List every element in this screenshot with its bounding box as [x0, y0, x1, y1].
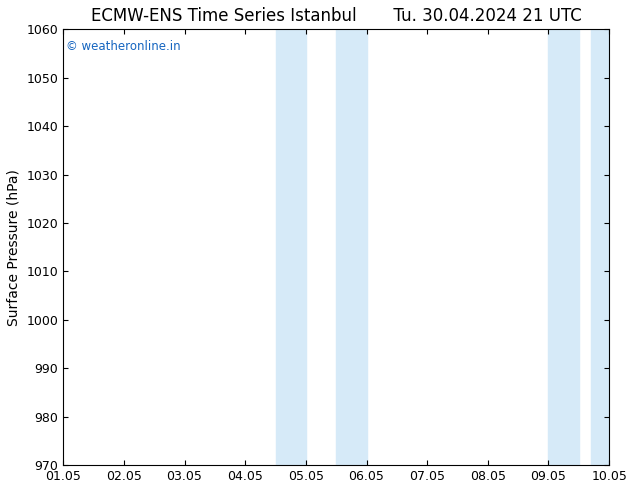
Bar	[276, 29, 306, 465]
Bar	[548, 29, 579, 465]
Title: ECMW-ENS Time Series Istanbul       Tu. 30.04.2024 21 UTC: ECMW-ENS Time Series Istanbul Tu. 30.04.…	[91, 7, 581, 25]
Text: © weatheronline.in: © weatheronline.in	[66, 40, 181, 53]
Y-axis label: Surface Pressure (hPa): Surface Pressure (hPa)	[7, 169, 21, 326]
Bar	[336, 29, 366, 465]
Bar	[591, 29, 621, 465]
